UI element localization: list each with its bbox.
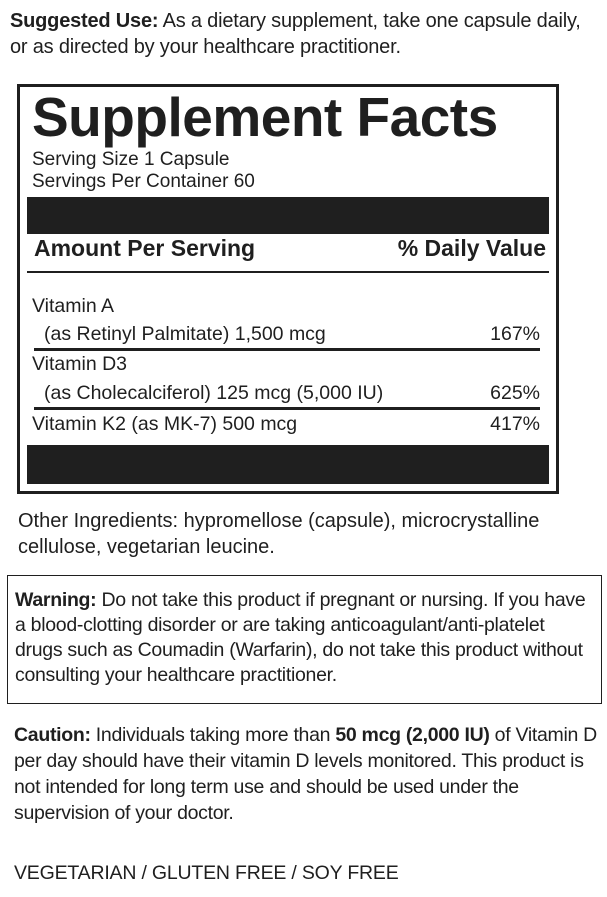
nutrient-name: Vitamin D3 — [32, 353, 128, 375]
nutrient-dv: 625% — [490, 382, 540, 404]
amount-per-serving-header: Amount Per Serving — [34, 235, 256, 261]
row-divider — [34, 407, 540, 410]
caution-body: Individuals taking more than — [90, 724, 336, 746]
warning-label: Warning: — [15, 589, 97, 611]
row-divider — [34, 348, 540, 351]
daily-value-header: % Daily Value — [397, 235, 546, 261]
caution-body-cont: of Vitamin D per day should have their v… — [14, 724, 597, 824]
caution-text: Caution: Individuals taking more than 50… — [14, 722, 599, 826]
header-divider — [27, 271, 549, 273]
supplement-facts-panel: Supplement Facts Serving Size 1 Capsule … — [17, 84, 559, 494]
warning-text: Warning: Do not take this product if pre… — [15, 588, 595, 688]
serving-size: Serving Size 1 Capsule — [32, 149, 230, 170]
warning-box: Warning: Do not take this product if pre… — [7, 575, 602, 704]
nutrient-amount: (as Retinyl Palmitate) 1,500 mcg — [44, 323, 326, 345]
nutrient-name: Vitamin K2 (as MK-7) 500 mcg — [32, 413, 298, 435]
suggested-use-label: Suggested Use: — [10, 10, 159, 32]
caution-dose: 50 mcg (2,000 IU) — [335, 724, 490, 746]
facts-title: Supplement Facts — [32, 86, 498, 148]
suggested-use-text: As a dietary supplement, take one capsul… — [10, 10, 581, 58]
nutrient-dv: 167% — [490, 323, 540, 345]
servings-per-container: Servings Per Container 60 — [32, 171, 255, 192]
nutrient-dv: 417% — [490, 413, 540, 435]
warning-body: Do not take this product if pregnant or … — [15, 589, 586, 686]
thick-divider-top — [27, 197, 549, 234]
other-ingredients: Other Ingredients: hypromellose (capsule… — [18, 510, 540, 558]
nutrient-name: Vitamin A — [32, 295, 115, 317]
suggested-use: Suggested Use: As a dietary supplement, … — [10, 8, 600, 60]
thick-divider-bottom — [27, 445, 549, 484]
nutrient-amount: (as Cholecalciferol) 125 mcg (5,000 IU) — [44, 382, 384, 404]
dietary-claims: VEGETARIAN / GLUTEN FREE / SOY FREE — [14, 862, 399, 884]
caution-label: Caution: — [14, 724, 91, 746]
